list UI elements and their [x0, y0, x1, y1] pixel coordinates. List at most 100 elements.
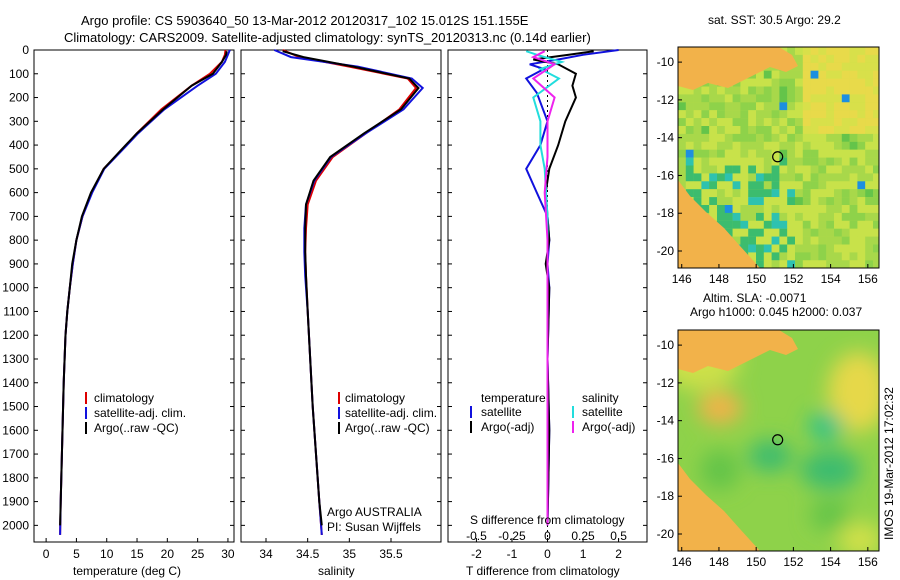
sst-cell	[787, 78, 796, 87]
sst-cell	[834, 102, 842, 111]
sst-cell	[693, 165, 702, 174]
sst-cell	[748, 236, 757, 245]
sst-cell	[841, 181, 850, 190]
sst-cell	[841, 118, 850, 127]
sst-cell	[810, 118, 819, 127]
legend-salinity-heading: salinity	[582, 391, 619, 405]
sst-cell	[771, 244, 780, 253]
sst-cell	[802, 133, 811, 142]
sst-cell	[818, 94, 827, 103]
sst-cell	[701, 181, 710, 190]
sst-cell	[732, 133, 741, 142]
sst-cell	[826, 236, 835, 245]
sst-cell	[763, 244, 772, 253]
sst-cell	[849, 181, 858, 190]
sst-cell	[802, 197, 811, 206]
sst-cell	[756, 260, 764, 268]
sst-cell	[779, 126, 788, 134]
sst-cell	[748, 110, 757, 119]
sst-cell	[701, 86, 710, 95]
sst-cell	[849, 228, 858, 237]
sst-cell	[841, 94, 850, 103]
sst-cell	[701, 141, 710, 150]
depth-tick-label: 1500	[2, 400, 29, 414]
sst-cell	[724, 118, 733, 127]
sst-cell	[873, 189, 879, 198]
sst-cell	[865, 205, 874, 213]
sst-cell	[802, 220, 811, 229]
sst-cell	[717, 126, 725, 134]
sst-cell	[740, 212, 749, 221]
map-x-tick-label: 154	[821, 272, 841, 286]
sst-cell	[873, 181, 879, 190]
sst-cell	[717, 141, 725, 150]
sst-cell	[849, 244, 858, 253]
sst-cell	[795, 212, 803, 221]
sst-cell	[802, 244, 811, 253]
sst-cell	[865, 47, 874, 55]
sst-cell	[748, 252, 757, 261]
sst-cell	[763, 165, 772, 174]
legend-satellite: satellite-adj. clim.	[345, 406, 437, 420]
map-x-tick-label: 148	[709, 272, 729, 286]
sst-cell	[724, 205, 733, 213]
sst-cell	[763, 149, 772, 158]
sst-cell	[795, 173, 803, 182]
depth-tick-label: 1100	[3, 304, 29, 318]
sst-cell	[701, 149, 710, 158]
sst-cell	[795, 205, 803, 213]
sst-cell	[763, 220, 772, 229]
sst-cell	[771, 126, 780, 134]
depth-tick-label: 300	[9, 114, 29, 128]
sst-cell	[857, 189, 866, 198]
sst-cell	[748, 189, 757, 198]
sst-cell	[841, 86, 850, 95]
sst-cell	[865, 86, 874, 95]
legend-argo: Argo(..raw -QC)	[345, 421, 430, 435]
sst-cell	[795, 118, 803, 127]
sst-cell	[779, 78, 788, 87]
sst-cell	[795, 110, 803, 119]
sst-cell	[717, 181, 725, 190]
sst-cell	[841, 149, 850, 158]
sst-cell	[701, 133, 710, 142]
sst-cell	[724, 126, 733, 134]
sst-cell	[771, 141, 780, 150]
sst-cell	[795, 252, 803, 261]
sst-cell	[678, 157, 686, 166]
sst-cell	[834, 228, 842, 237]
sst-cell	[802, 260, 811, 268]
sst-cell	[709, 133, 718, 142]
sst-cell	[756, 110, 764, 119]
sst-cell	[724, 149, 733, 158]
sst-cell	[826, 157, 835, 166]
sst-land	[678, 47, 798, 90]
sst-cell	[818, 165, 827, 174]
sst-cell	[701, 205, 710, 213]
map-y-tick-label: -20	[657, 527, 675, 541]
sst-cell	[802, 236, 811, 245]
sst-cell	[810, 133, 819, 142]
map-x-tick-label: 156	[858, 272, 878, 286]
sst-cell	[748, 126, 757, 134]
sst-cell	[748, 173, 757, 182]
sst-cell	[841, 236, 850, 245]
sst-cell	[701, 126, 710, 134]
sst-cell	[795, 236, 803, 245]
x-tick-label: 0	[544, 547, 551, 561]
sst-cell	[818, 141, 827, 150]
sst-cell	[857, 102, 866, 111]
sst-cell	[748, 212, 757, 221]
sst-cell	[810, 220, 819, 229]
sst-cell	[849, 70, 858, 79]
sst-cell	[826, 220, 835, 229]
sst-cell	[834, 110, 842, 119]
sst-cell	[756, 220, 764, 229]
x-tick-label: 34	[259, 547, 273, 561]
sst-cell	[779, 181, 788, 190]
sst-cell	[740, 102, 749, 111]
sst-cell	[857, 197, 866, 206]
sst-cell	[826, 205, 835, 213]
sst-cell	[849, 212, 858, 221]
sst-cell	[685, 110, 694, 119]
